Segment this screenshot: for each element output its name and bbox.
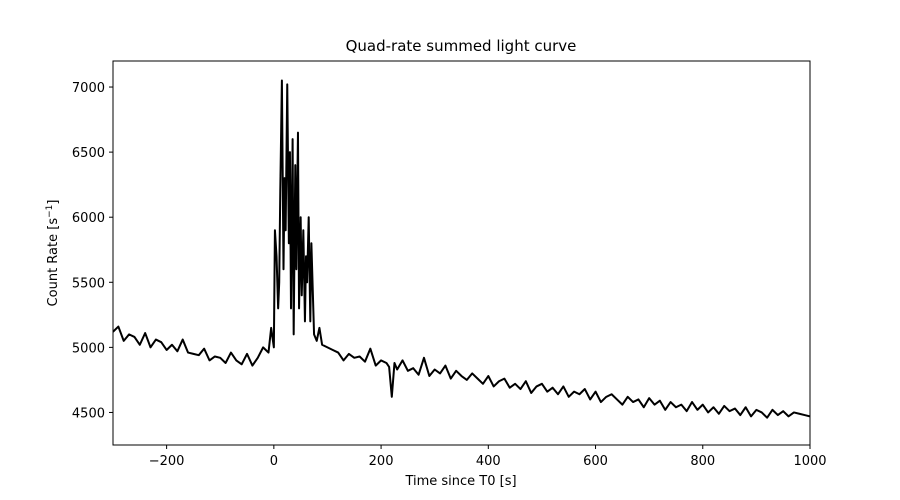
y-axis: 4500 5000 5500 6000 6500 7000 [72, 81, 113, 421]
x-axis: −200 0 200 400 600 800 1000 [149, 445, 827, 469]
y-axis-label-main: Count Rate [s [46, 218, 61, 307]
plot-area [112, 60, 811, 446]
x-tick-label: 800 [690, 454, 715, 469]
x-axis-label: Time since T0 [s] [404, 474, 516, 489]
chart-title: Quad-rate summed light curve [346, 37, 577, 55]
y-tick-label: 5000 [72, 341, 105, 356]
x-tick-label: 400 [476, 454, 501, 469]
y-tick-label: 5500 [72, 276, 105, 291]
y-tick-label: 4500 [72, 406, 105, 421]
y-tick-label: 6500 [72, 146, 105, 161]
x-tick-label: −200 [149, 454, 185, 469]
y-axis-label-end: ] [46, 200, 61, 205]
plot-frame [112, 60, 811, 446]
y-axis-label-superscript: −1 [45, 205, 55, 218]
y-axis-label: Count Rate [s−1] [45, 200, 61, 307]
x-tick-label: 0 [270, 454, 278, 469]
x-tick-label: 200 [369, 454, 394, 469]
series-line-light-curve [113, 79, 810, 419]
y-tick-label: 7000 [72, 81, 105, 96]
x-tick-label: 600 [583, 454, 608, 469]
y-tick-label: 6000 [72, 211, 105, 226]
x-tick-label: 1000 [793, 454, 826, 469]
